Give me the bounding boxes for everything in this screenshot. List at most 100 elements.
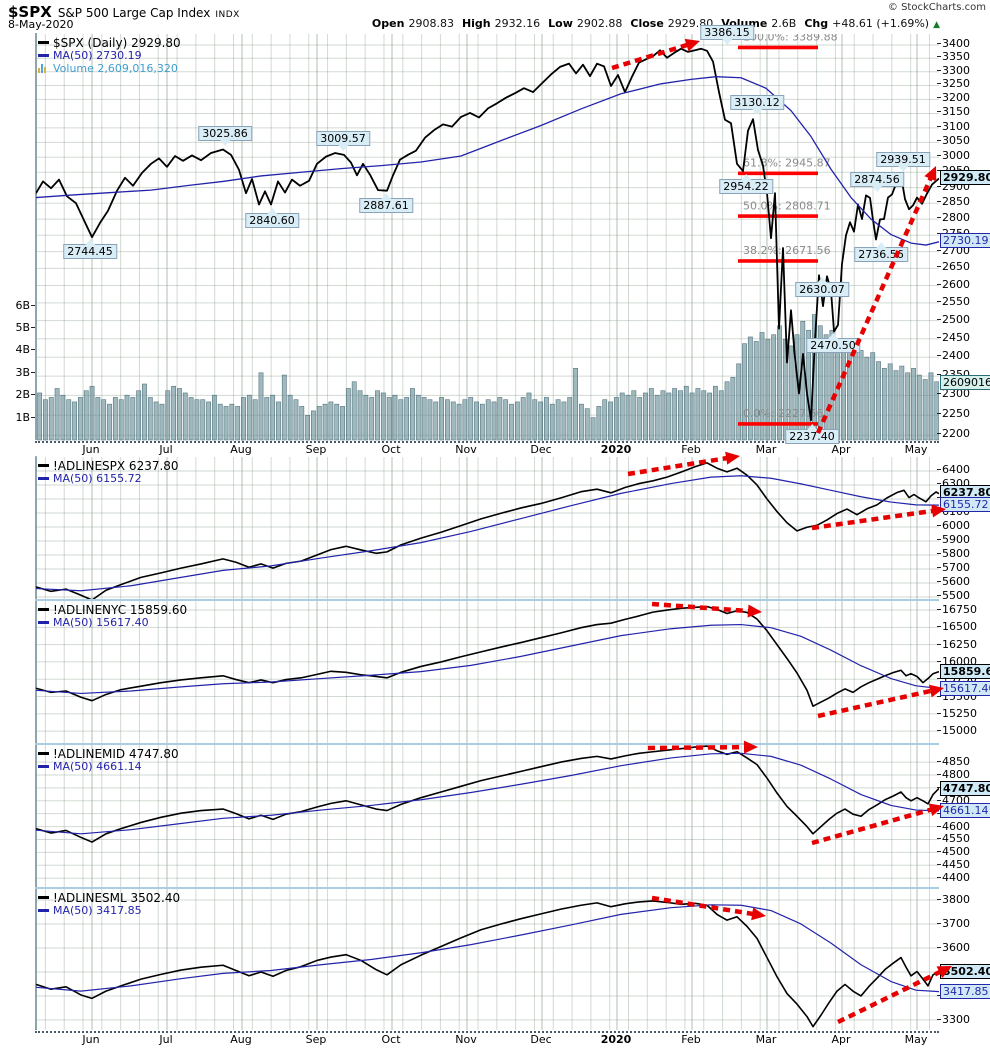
quote-value: 2.6B: [771, 17, 797, 30]
annotation-pointer-icon: [722, 39, 732, 45]
annotation-pointer-icon: [220, 140, 230, 146]
price-annotation: 2470.50: [806, 333, 860, 353]
y-axis-label: 15000: [937, 724, 977, 738]
y-axis-label: 16500: [937, 620, 977, 634]
legend-adlinespx: !ADLINESPX 6237.80 MA(50) 6155.72: [38, 459, 179, 485]
quote-label: High: [461, 17, 491, 30]
y-axis-label: 2400: [937, 349, 970, 363]
symbol: $SPX: [8, 3, 52, 21]
y-axis-label: 3250: [937, 77, 970, 91]
month-label: Nov: [455, 443, 477, 456]
y-axis-label: 5600: [937, 574, 970, 588]
panel-separator: [35, 887, 939, 889]
fib-level-label: 38.2%: 2671.56: [743, 244, 831, 257]
legend-adlinemid: !ADLINEMID 4747.80 MA(50) 4661.14: [38, 747, 179, 773]
month-label: Feb: [681, 1033, 701, 1046]
y-axis-label: 4400: [937, 871, 970, 885]
quote-value: 2902.88: [576, 17, 623, 30]
y-axis-label: 3200: [937, 91, 970, 105]
month-label: Jun: [82, 1033, 100, 1046]
y-axis-label: 6000: [937, 518, 970, 532]
month-label: Apr: [831, 1033, 851, 1046]
series-ma-50-: [36, 752, 939, 835]
legend-text: !ADLINENYC 15859.60: [53, 602, 188, 617]
series--adlinenyc: [36, 605, 939, 708]
y-axis-label: 3300: [937, 63, 970, 77]
annotation-pointer-icon: [828, 333, 838, 339]
price-tag: 6237.80: [940, 485, 990, 501]
x-axis-ticks: [35, 441, 939, 443]
month-label: Nov: [455, 1033, 477, 1046]
month-label: Dec: [530, 443, 552, 456]
month-label: Aug: [230, 1033, 252, 1046]
line-swatch-icon: [38, 464, 49, 467]
legend-adlinesml: !ADLINESML 3502.40 MA(50) 3417.85: [38, 891, 180, 917]
price-annotation: 2874.56: [850, 172, 904, 192]
y-axis-label: 4700: [937, 793, 970, 807]
month-label: Apr: [831, 443, 851, 456]
legend-row: MA(50) 3417.85: [38, 904, 180, 917]
legend-row: MA(50) 6155.72: [38, 472, 179, 485]
month-label: Sep: [305, 443, 327, 456]
y-axis-label: 4500: [937, 845, 970, 859]
price-annotation: 2237.40: [785, 424, 839, 444]
y-axis-label: 15250: [937, 706, 977, 720]
volume-axis-label: 6B: [2, 299, 35, 312]
legend-row: MA(50) 4661.14: [38, 760, 179, 773]
y-axis-label: 3350: [937, 50, 970, 64]
month-label: Feb: [681, 443, 701, 456]
ma-tag: 2730.19: [940, 233, 990, 249]
quote-label: Chg: [804, 17, 829, 30]
panel-separator: [35, 743, 939, 745]
price-annotation: 3386.15: [700, 25, 754, 45]
price-annotation: 2744.45: [63, 239, 117, 259]
y-axis-label: 4600: [937, 819, 970, 833]
legend-text: !ADLINESML 3502.40: [53, 890, 181, 905]
y-axis-label: 5700: [937, 560, 970, 574]
legend-row: MA(50) 2730.19: [38, 49, 181, 62]
line-swatch-icon: [38, 909, 49, 912]
panel-adlinesml: [35, 888, 939, 1030]
price-tag: 3502.40: [940, 963, 990, 979]
line-swatch-icon: [38, 477, 49, 480]
series-ma-50-: [36, 904, 939, 993]
legend-row: !ADLINENYC 15859.60: [38, 602, 188, 617]
panel-canvas-spx: 100.0%: 3389.88 61.8%: 2945.87 50.0%: 2808…: [36, 34, 939, 441]
series-ma-50-: [36, 475, 939, 592]
volume-axis-label: 3B: [2, 366, 35, 379]
y-axis-label: 3100: [937, 119, 970, 133]
month-label: Jul: [159, 443, 173, 456]
quote-label: Low: [548, 17, 573, 30]
volume-axis-label: 1B: [2, 411, 35, 424]
y-axis-label: 4550: [937, 832, 970, 846]
legend-text: $SPX (Daily) 2929.80: [53, 35, 181, 50]
month-label: May: [904, 443, 928, 456]
y-axis-label: 2300: [937, 387, 970, 401]
legend-text: MA(50) 15617.40: [53, 616, 149, 629]
panel-canvas-adlinenyc: [36, 600, 939, 744]
legend-adlinenyc: !ADLINENYC 15859.60 MA(50) 15617.40: [38, 603, 187, 629]
y-axis-label: 2550: [937, 294, 970, 308]
price-annotation: 2887.61: [359, 193, 413, 213]
series-ma-50-: [36, 623, 939, 695]
y-axis-label: 3600: [937, 940, 970, 954]
y-axis-label: 4450: [937, 858, 970, 872]
y-axis-label: 2200: [937, 427, 970, 441]
y-axis-label: 2850: [937, 195, 970, 209]
copyright-link[interactable]: © StockCharts.com: [887, 2, 986, 13]
legend-row: !ADLINEMID 4747.80: [38, 747, 179, 761]
annotation-pointer-icon: [807, 424, 817, 430]
price-tag: 15859.60: [940, 664, 990, 680]
line-swatch-icon: [38, 54, 49, 57]
line-swatch-icon: [38, 752, 49, 755]
month-label: Jun: [82, 443, 100, 456]
vol-tag: 26090163: [940, 374, 990, 390]
annotation-pointer-icon: [381, 193, 391, 199]
volume-axis-label: 2B: [2, 389, 35, 401]
annotation-pointer-icon: [338, 145, 348, 151]
legend-row: MA(50) 15617.40: [38, 616, 187, 629]
annotation-pointer-icon: [898, 166, 908, 172]
fib-level-label: 50.0%: 2808.71: [743, 199, 831, 212]
line-swatch-icon: [38, 765, 49, 768]
